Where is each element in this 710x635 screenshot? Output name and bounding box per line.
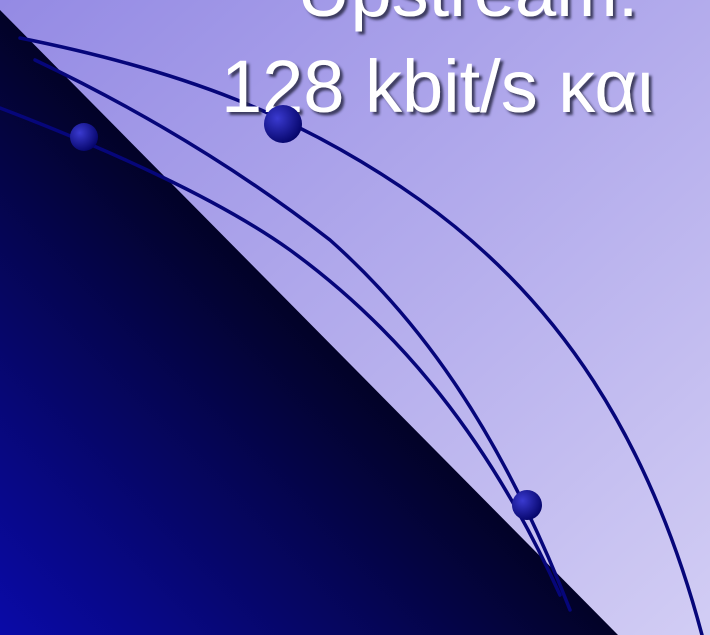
network-node: [264, 105, 302, 143]
network-node: [70, 123, 98, 151]
network-node: [512, 490, 542, 520]
arc-curve-inner: [0, 106, 562, 597]
arc-curve-middle: [33, 58, 572, 612]
arc-curve-outer: [18, 36, 704, 635]
slide-title-line-1: Upstream:: [297, 0, 638, 32]
dark-diagonal-shape: [0, 10, 618, 635]
